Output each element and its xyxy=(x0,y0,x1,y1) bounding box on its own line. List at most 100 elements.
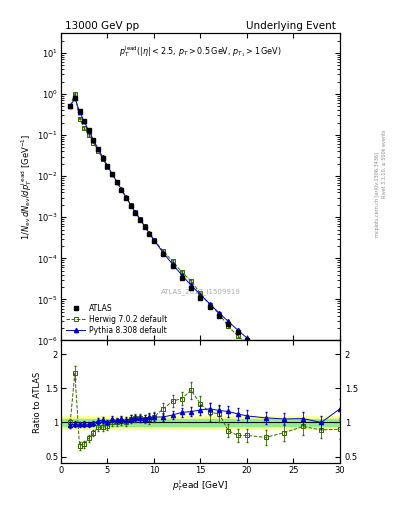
ATLAS xyxy=(338,407,342,413)
Pythia 8.308 default xyxy=(338,404,342,410)
Line: Pythia 8.308 default: Pythia 8.308 default xyxy=(68,96,342,409)
ATLAS xyxy=(282,366,286,372)
Pythia 8.308 default xyxy=(180,272,184,278)
Herwig 7.0.2 default xyxy=(68,102,73,109)
Pythia 8.308 default xyxy=(77,109,82,115)
Pythia 8.308 default xyxy=(110,170,114,177)
Pythia 8.308 default xyxy=(226,318,231,325)
Pythia 8.308 default xyxy=(73,95,77,101)
ATLAS xyxy=(208,304,212,310)
Herwig 7.0.2 default xyxy=(73,91,77,97)
ATLAS xyxy=(161,251,165,258)
ATLAS xyxy=(73,94,77,100)
ATLAS xyxy=(235,329,240,335)
Herwig 7.0.2 default xyxy=(114,179,119,185)
Y-axis label: $1/N_{\mathregular{ev}}\,dN_{\mathregular{ev}}/dp_T^{\mathregular{l\,ead}}$ [GeV: $1/N_{\mathregular{ev}}\,dN_{\mathregula… xyxy=(19,134,34,240)
Y-axis label: Ratio to ATLAS: Ratio to ATLAS xyxy=(33,371,42,433)
Pythia 8.308 default xyxy=(124,194,129,200)
Herwig 7.0.2 default xyxy=(189,278,193,284)
Pythia 8.308 default xyxy=(235,327,240,333)
Herwig 7.0.2 default xyxy=(77,116,82,122)
ATLAS xyxy=(300,380,305,387)
Pythia 8.308 default xyxy=(114,179,119,185)
Herwig 7.0.2 default xyxy=(263,356,268,362)
Pythia 8.308 default xyxy=(119,186,124,193)
Herwig 7.0.2 default xyxy=(180,269,184,275)
Herwig 7.0.2 default xyxy=(147,230,152,237)
Pythia 8.308 default xyxy=(133,209,138,215)
Herwig 7.0.2 default xyxy=(152,237,156,243)
ATLAS xyxy=(77,108,82,114)
Text: ATLAS_2017_I1509919: ATLAS_2017_I1509919 xyxy=(160,288,241,295)
Pythia 8.308 default xyxy=(244,335,249,341)
ATLAS xyxy=(82,118,86,124)
Herwig 7.0.2 default xyxy=(170,258,175,264)
Line: ATLAS: ATLAS xyxy=(68,95,342,412)
Pythia 8.308 default xyxy=(147,230,152,236)
ATLAS xyxy=(170,263,175,269)
ATLAS xyxy=(86,127,91,134)
Herwig 7.0.2 default xyxy=(119,186,124,193)
ATLAS xyxy=(119,187,124,193)
Herwig 7.0.2 default xyxy=(300,381,305,388)
ATLAS xyxy=(319,393,324,399)
ATLAS xyxy=(91,137,96,143)
Pythia 8.308 default xyxy=(161,250,165,256)
ATLAS xyxy=(96,146,101,153)
Pythia 8.308 default xyxy=(217,310,221,316)
Herwig 7.0.2 default xyxy=(86,132,91,138)
Pythia 8.308 default xyxy=(105,163,110,169)
Herwig 7.0.2 default xyxy=(282,369,286,375)
Herwig 7.0.2 default xyxy=(244,340,249,347)
Herwig 7.0.2 default xyxy=(217,311,221,317)
ATLAS xyxy=(133,210,138,216)
Bar xyxy=(61,416,340,429)
Herwig 7.0.2 default xyxy=(91,140,96,146)
Herwig 7.0.2 default xyxy=(338,409,342,415)
Herwig 7.0.2 default xyxy=(133,209,138,215)
ATLAS xyxy=(198,294,203,301)
Pythia 8.308 default xyxy=(152,237,156,243)
Herwig 7.0.2 default xyxy=(110,172,114,178)
Herwig 7.0.2 default xyxy=(235,333,240,339)
ATLAS xyxy=(180,274,184,281)
ATLAS xyxy=(138,217,142,223)
Herwig 7.0.2 default xyxy=(105,164,110,170)
Text: $p_T^{\mathregular{lead}}(|\eta| < 2.5,\,p_T > 0.5\,\mathregular{GeV},\,p_{T_1} : $p_T^{\mathregular{lead}}(|\eta| < 2.5,\… xyxy=(119,44,282,59)
Herwig 7.0.2 default xyxy=(96,147,101,154)
ATLAS xyxy=(105,163,110,169)
Pythia 8.308 default xyxy=(138,216,142,222)
Herwig 7.0.2 default xyxy=(208,302,212,308)
Pythia 8.308 default xyxy=(101,154,105,160)
Bar xyxy=(61,419,340,426)
ATLAS xyxy=(152,238,156,244)
Herwig 7.0.2 default xyxy=(124,195,129,201)
Pythia 8.308 default xyxy=(263,351,268,357)
ATLAS xyxy=(128,203,133,209)
Text: mcplots.cern.ch [arXiv:1306.3436]: mcplots.cern.ch [arXiv:1306.3436] xyxy=(375,152,380,237)
Pythia 8.308 default xyxy=(96,146,101,152)
ATLAS xyxy=(217,313,221,319)
Herwig 7.0.2 default xyxy=(198,290,203,296)
ATLAS xyxy=(68,102,73,109)
ATLAS xyxy=(114,179,119,185)
Pythia 8.308 default xyxy=(142,223,147,229)
ATLAS xyxy=(142,224,147,230)
Herwig 7.0.2 default xyxy=(319,395,324,401)
Herwig 7.0.2 default xyxy=(142,223,147,229)
Line: Herwig 7.0.2 default: Herwig 7.0.2 default xyxy=(68,92,342,414)
ATLAS xyxy=(244,336,249,343)
Herwig 7.0.2 default xyxy=(128,202,133,208)
ATLAS xyxy=(263,352,268,358)
Pythia 8.308 default xyxy=(189,282,193,288)
Pythia 8.308 default xyxy=(208,301,212,307)
Pythia 8.308 default xyxy=(82,118,86,124)
Pythia 8.308 default xyxy=(319,393,324,399)
ATLAS xyxy=(101,155,105,161)
Legend: ATLAS, Herwig 7.0.2 default, Pythia 8.308 default: ATLAS, Herwig 7.0.2 default, Pythia 8.30… xyxy=(65,302,169,337)
X-axis label: $p_T^{\mathregular{l}}$ead [GeV]: $p_T^{\mathregular{l}}$ead [GeV] xyxy=(172,478,229,493)
ATLAS xyxy=(147,231,152,238)
Pythia 8.308 default xyxy=(68,103,73,110)
ATLAS xyxy=(124,195,129,201)
Herwig 7.0.2 default xyxy=(138,216,142,222)
